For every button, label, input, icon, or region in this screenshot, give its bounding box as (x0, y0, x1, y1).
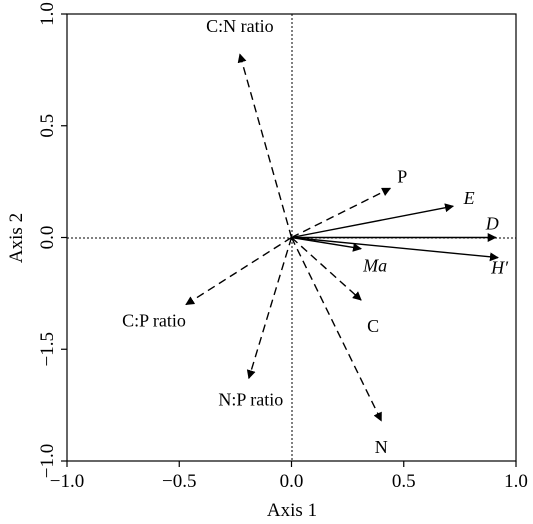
vector-ma (291, 236, 362, 252)
vector-h (291, 236, 499, 262)
tick-labels: −1.0 −0.5 0.0 0.5 1.0 −1.0 −1.5 0.0 0.5 1.0 (37, 2, 528, 492)
vector-label-c: C (367, 316, 379, 336)
y-tick-label: −1.0 (37, 444, 58, 478)
tick-marks (61, 13, 517, 467)
vector-c-n-ratio (237, 53, 293, 238)
x-tick-label: −1.0 (50, 471, 84, 492)
x-tick-label: 0.0 (280, 471, 304, 492)
vector-n-p-ratio (246, 237, 293, 380)
x-tick-label: −0.5 (162, 471, 196, 492)
vector-label-n-p-ratio: N:P ratio (218, 389, 283, 409)
y-tick-label: 0.5 (37, 114, 58, 138)
vector-c-p-ratio (185, 236, 292, 306)
vector-label-h: H′ (490, 258, 509, 278)
x-axis-title: Axis 1 (267, 500, 317, 521)
vector-p (291, 187, 392, 239)
vector-c (291, 236, 362, 301)
y-tick-label: 1.0 (37, 2, 58, 26)
vector-label-p: P (397, 166, 407, 186)
y-tick-label: 0.0 (37, 226, 58, 250)
vector-label-e: E (463, 188, 475, 208)
vector-e (291, 203, 455, 239)
vector-label-c-p-ratio: C:P ratio (122, 311, 186, 331)
vector-label-c-n-ratio: C:N ratio (206, 16, 274, 36)
vector-label-d: D (485, 214, 499, 234)
x-tick-label: 1.0 (504, 471, 528, 492)
vectors: C:N ratio P ED H′ Ma C N N:P ratio C:P ratio (122, 16, 509, 457)
vector-label-ma: Ma (362, 256, 387, 276)
y-axis-title: Axis 2 (6, 213, 27, 263)
vector-label-n: N (375, 437, 388, 457)
vector-n (290, 237, 382, 422)
y-tick-label: −1.5 (37, 332, 58, 366)
x-tick-label: 0.5 (392, 471, 416, 492)
